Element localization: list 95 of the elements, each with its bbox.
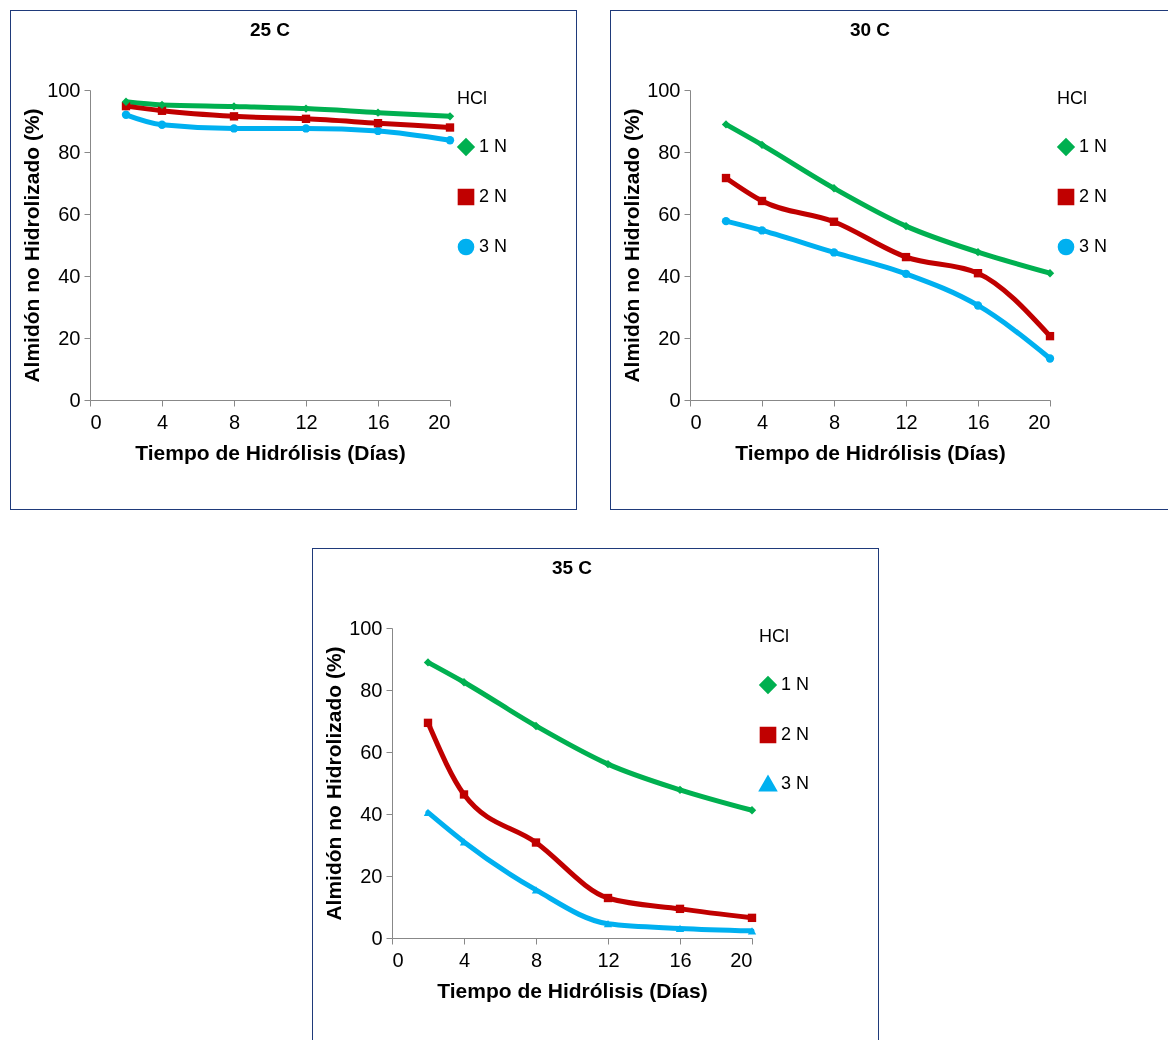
legend-title: HCl	[759, 626, 789, 646]
y-tick-label: 80	[58, 140, 81, 163]
chart-title: 25 C	[249, 19, 291, 40]
point	[757, 196, 767, 206]
point	[531, 721, 541, 731]
x-tick-label: 8	[828, 410, 841, 433]
point	[121, 110, 131, 119]
y-tick-label: 100	[349, 616, 383, 639]
y-axis-title: Almidón no Hidrolizado (%)	[20, 108, 44, 383]
point	[229, 124, 239, 133]
point	[445, 136, 455, 145]
legend-label: 2 N	[1079, 186, 1108, 206]
point	[721, 120, 731, 129]
y-tick-label: 60	[658, 202, 681, 225]
x-tick-label: 8	[530, 948, 543, 971]
point	[757, 140, 767, 150]
legend-label: 3 N	[1079, 236, 1108, 256]
x-tick-label: 12	[895, 410, 918, 433]
y-tick-label: 40	[58, 264, 81, 287]
x-tick-label: 20	[428, 410, 451, 433]
point	[445, 123, 455, 132]
x-tick-label: 4	[458, 948, 471, 971]
y-tick-label: 60	[58, 202, 81, 225]
point	[829, 248, 839, 257]
point	[459, 790, 469, 799]
chart-title: 35 C	[551, 557, 593, 578]
y-tick-label: 100	[647, 78, 681, 101]
point	[757, 226, 767, 235]
y-tick-label: 0	[69, 388, 81, 411]
x-tick-label: 20	[730, 948, 753, 971]
x-tick-label: 8	[228, 410, 241, 433]
x-tick-label: 12	[597, 948, 620, 971]
legend-label: 1 N	[1079, 136, 1108, 156]
point	[1045, 269, 1055, 278]
point	[459, 678, 469, 687]
y-tick-label: 0	[371, 926, 383, 949]
legend-label: 2 N	[781, 724, 810, 744]
point	[301, 124, 311, 133]
point	[675, 924, 685, 933]
point	[675, 904, 685, 914]
x-tick-label: 0	[90, 410, 102, 433]
y-tick-label: 60	[360, 740, 383, 763]
x-axis-title: Tiempo de Hidrólisis (Días)	[135, 440, 406, 464]
point	[301, 114, 311, 124]
x-tick-label: 4	[156, 410, 169, 433]
point	[531, 838, 541, 847]
point	[973, 269, 983, 278]
legend-title: HCl	[1057, 88, 1087, 108]
y-tick-label: 40	[658, 264, 681, 287]
legend-label: 3 N	[781, 773, 810, 793]
x-tick-label: 4	[756, 410, 769, 433]
legend-label: 2 N	[479, 186, 508, 206]
point	[829, 184, 839, 193]
x-axis-title: Tiempo de Hidrólisis (Días)	[437, 978, 708, 1002]
y-tick-label: 100	[47, 78, 81, 101]
x-tick-label: 0	[690, 410, 702, 433]
x-tick-label: 16	[967, 410, 990, 433]
x-tick-label: 12	[295, 410, 318, 433]
y-axis-title: Almidón no Hidrolizado (%)	[322, 646, 346, 921]
point	[1045, 331, 1055, 341]
x-tick-label: 20	[1028, 410, 1051, 433]
point	[721, 216, 731, 226]
chart-title: 30 C	[849, 19, 891, 40]
point	[1045, 354, 1055, 363]
point	[423, 718, 433, 728]
point	[373, 126, 383, 136]
legend-label: 3 N	[479, 236, 508, 256]
y-tick-label: 20	[658, 326, 681, 349]
x-axis-title: Tiempo de Hidrólisis (Días)	[735, 440, 1006, 464]
x-tick-label: 16	[367, 410, 390, 433]
x-tick-label: 16	[669, 948, 692, 971]
y-tick-label: 20	[58, 326, 81, 349]
y-tick-label: 0	[669, 388, 681, 411]
legend-label: 1 N	[781, 674, 810, 694]
y-tick-label: 20	[360, 864, 383, 887]
point	[829, 217, 839, 226]
point	[157, 120, 167, 129]
point	[721, 173, 731, 183]
x-tick-label: 0	[392, 948, 404, 971]
point	[229, 112, 239, 121]
y-axis-title: Almidón no Hidrolizado (%)	[620, 108, 644, 383]
point	[373, 118, 383, 128]
point	[747, 913, 757, 923]
point	[901, 269, 911, 278]
y-tick-label: 40	[360, 802, 383, 825]
point	[603, 920, 613, 928]
legend-title: HCl	[457, 88, 487, 108]
point	[901, 252, 911, 262]
legend-label: 1 N	[479, 136, 508, 156]
point	[423, 658, 433, 667]
point	[603, 893, 613, 903]
point	[973, 301, 983, 310]
y-tick-label: 80	[658, 140, 681, 163]
point	[121, 97, 131, 106]
y-tick-label: 80	[360, 678, 383, 701]
